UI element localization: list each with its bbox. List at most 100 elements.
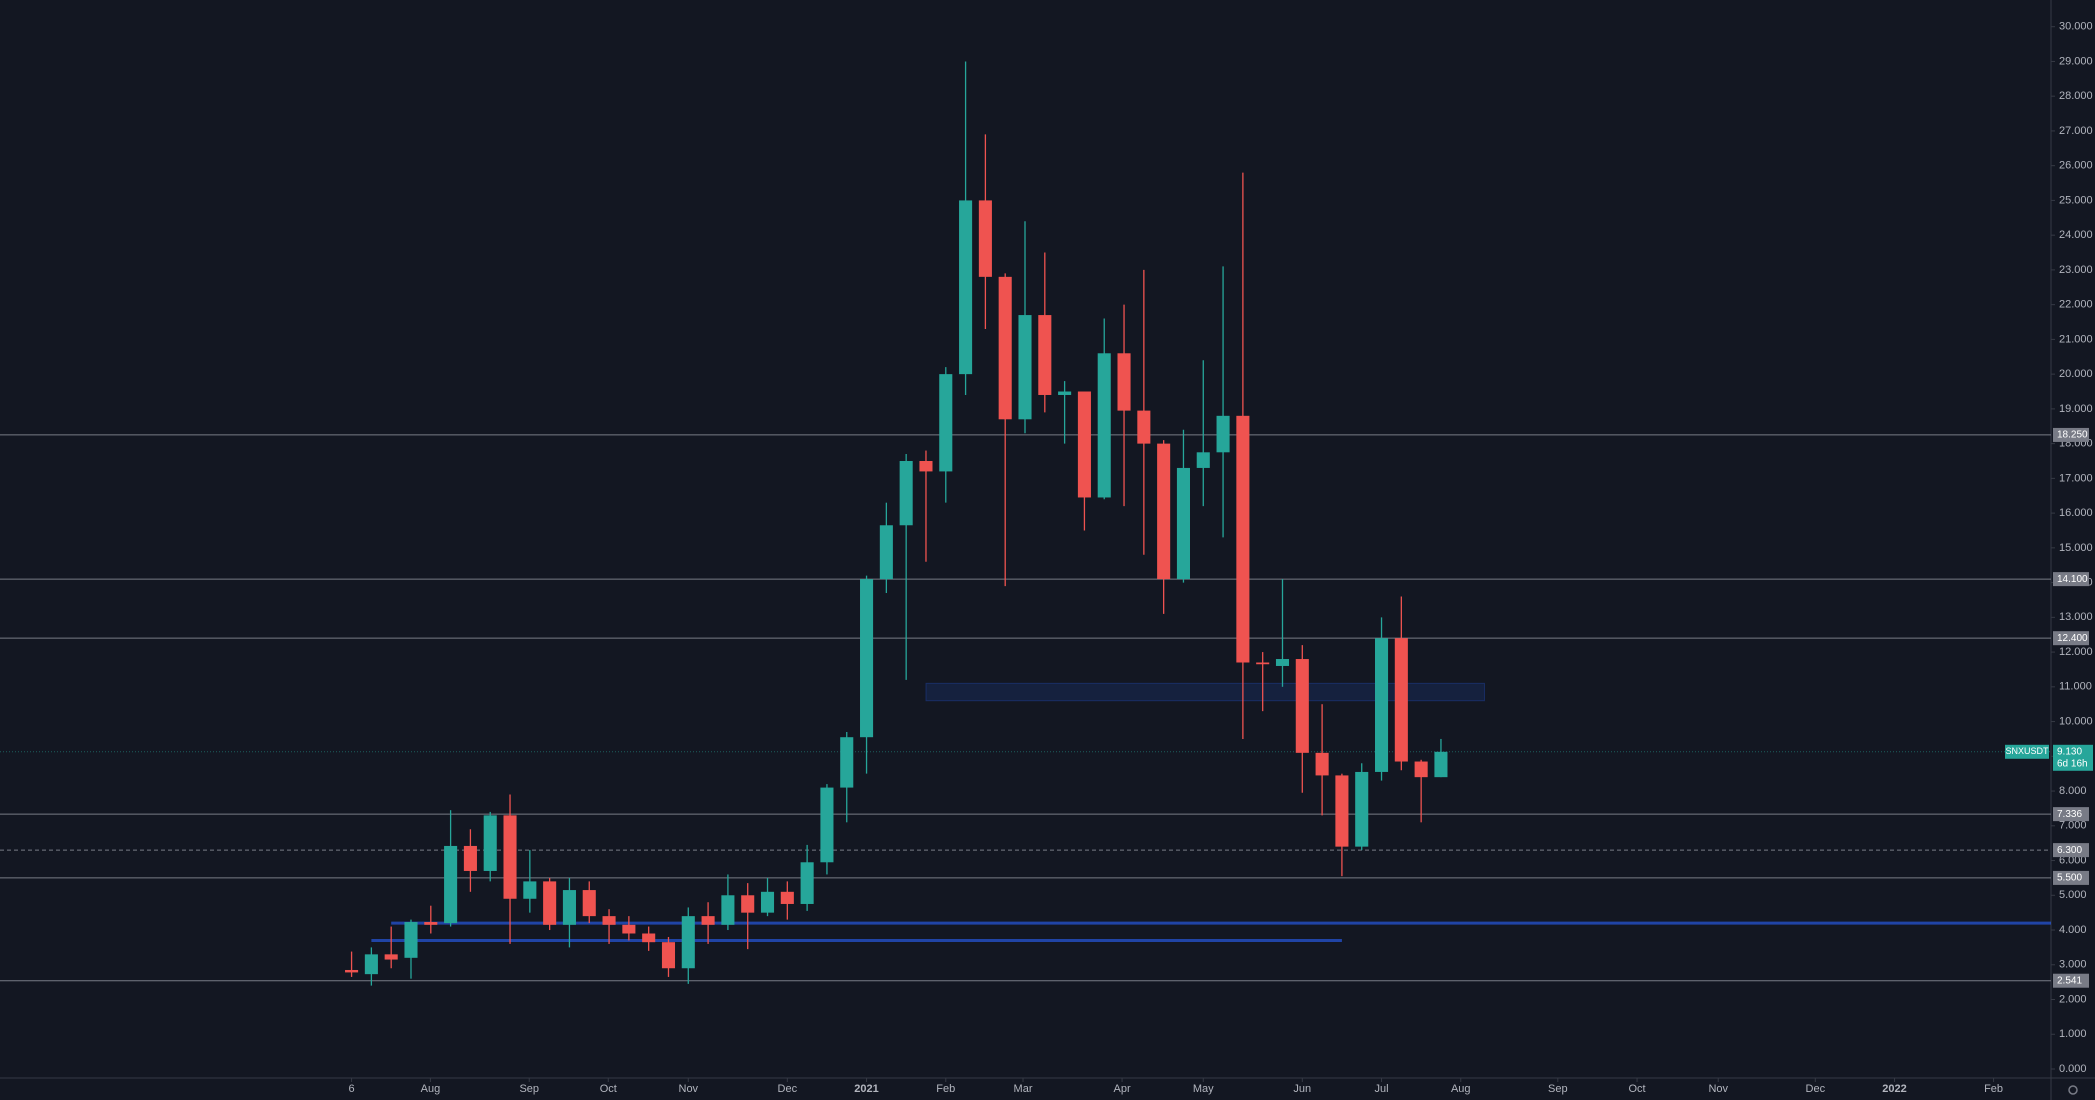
x-tick-label: Oct (1628, 1083, 1645, 1095)
x-tick-label: Aug (421, 1083, 441, 1095)
candle-body (701, 916, 715, 925)
candle-body (364, 954, 378, 975)
candle-body (959, 200, 973, 375)
x-tick-label: 2021 (854, 1083, 878, 1095)
y-tick-label: 7.000 (2059, 820, 2087, 832)
candle-body (424, 922, 438, 925)
y-tick-label: 0.000 (2059, 1063, 2087, 1075)
candle-body (681, 916, 695, 969)
y-tick-label: 6.000 (2059, 854, 2087, 866)
y-tick-label: 19.000 (2059, 403, 2093, 415)
y-tick-label: 30.000 (2059, 21, 2093, 33)
candle-body (1157, 443, 1171, 580)
candle-body (1256, 662, 1270, 665)
level-label: 18.250 (2057, 430, 2088, 441)
y-tick-label: 5.000 (2059, 889, 2087, 901)
candle-body (384, 954, 398, 960)
candle-body (939, 374, 953, 472)
x-tick-label: Aug (1451, 1083, 1471, 1095)
y-tick-label: 21.000 (2059, 333, 2093, 345)
x-tick-label: Sep (519, 1083, 539, 1095)
candle-body (800, 862, 814, 904)
y-tick-label: 17.000 (2059, 472, 2093, 484)
level-label-box (2053, 427, 2089, 442)
y-tick-label: 28.000 (2059, 90, 2093, 102)
candle-body (998, 276, 1012, 420)
x-tick-label: Oct (600, 1083, 617, 1095)
x-tick-label: Nov (1708, 1083, 1728, 1095)
level-label: 14.100 (2057, 574, 2088, 585)
candle-body (1196, 452, 1210, 468)
level-label-box (2053, 572, 2089, 587)
candle-body (1176, 467, 1190, 580)
symbol-label: SNXUSDT (2005, 746, 2049, 756)
candle-body (661, 942, 676, 969)
settings-icon[interactable] (2068, 1085, 2078, 1095)
candle-body (741, 895, 755, 913)
candle-body (879, 525, 893, 580)
last-price-box (2053, 744, 2093, 771)
symbol-box (2005, 744, 2049, 759)
y-tick-label: 12.000 (2059, 646, 2093, 658)
candle-body (860, 579, 874, 738)
x-tick-label: Dec (778, 1083, 798, 1095)
candle-body (820, 787, 834, 863)
candle-body (1216, 415, 1230, 453)
level-label-box (2053, 973, 2089, 988)
y-tick-label: 20.000 (2059, 368, 2093, 380)
candle-body (1355, 771, 1369, 847)
level-label: 5.500 (2057, 873, 2082, 884)
candle-body (899, 460, 913, 526)
level-label-box (2053, 807, 2089, 822)
x-tick-label: Feb (1984, 1083, 2003, 1095)
y-tick-label: 22.000 (2059, 299, 2093, 311)
candle-body (1058, 391, 1072, 395)
candle-body (1434, 751, 1448, 778)
candle-body (1335, 775, 1349, 847)
y-tick-label: 15.000 (2059, 542, 2093, 554)
y-tick-label: 1.000 (2059, 1028, 2087, 1040)
y-tick-label: 29.000 (2059, 55, 2093, 67)
level-label-box (2053, 843, 2089, 858)
x-tick-label: Nov (679, 1083, 699, 1095)
candle-body (1374, 638, 1389, 772)
x-tick-label: May (1193, 1083, 1214, 1095)
candle-body (1295, 659, 1309, 753)
candle-body (1315, 752, 1329, 776)
candle-body (1137, 410, 1151, 444)
candle-body (1236, 415, 1250, 663)
candle-body (1077, 391, 1091, 498)
x-tick-label: 6 (349, 1083, 355, 1095)
candle-body (503, 815, 517, 899)
candle-body (1414, 761, 1428, 778)
y-tick-label: 2.000 (2059, 993, 2087, 1005)
candle-body (840, 737, 854, 788)
candle-body (345, 969, 359, 973)
candle-body (562, 890, 576, 925)
candle-body (1097, 353, 1111, 498)
candle-body (483, 815, 497, 871)
y-tick-label: 8.000 (2059, 785, 2087, 797)
candle-body (760, 891, 775, 913)
candle-body (1018, 315, 1032, 420)
candle-body (1275, 659, 1290, 666)
x-tick-label: Feb (936, 1083, 955, 1095)
candle-body (404, 922, 418, 958)
candle-body (523, 881, 537, 899)
y-tick-label: 4.000 (2059, 924, 2087, 936)
y-tick-label: 11.000 (2059, 681, 2092, 693)
y-tick-label: 16.000 (2059, 507, 2093, 519)
candle-body (543, 881, 557, 925)
y-tick-label: 26.000 (2059, 160, 2093, 172)
y-tick-label: 24.000 (2059, 229, 2093, 241)
zone (925, 682, 1486, 702)
x-tick-label: Mar (1014, 1083, 1033, 1095)
candle-body (721, 895, 735, 925)
y-tick-label: 3.000 (2059, 959, 2087, 971)
level-label-box (2053, 631, 2089, 646)
x-tick-label: Dec (1806, 1083, 1826, 1095)
last-price-label: 9.130 (2057, 746, 2082, 757)
x-tick-label: 2022 (1882, 1083, 1906, 1095)
